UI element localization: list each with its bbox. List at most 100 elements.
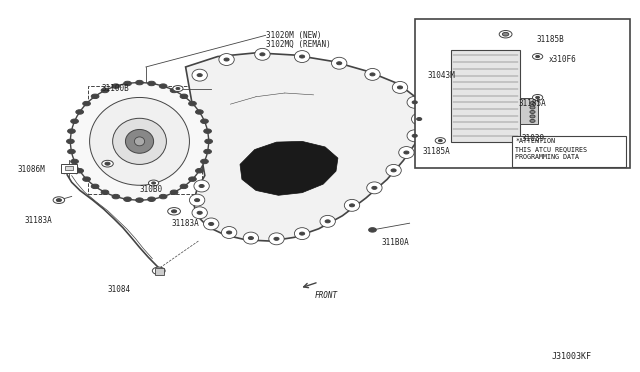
Circle shape (159, 194, 167, 199)
Bar (88, 86, 202, 194)
Circle shape (53, 197, 65, 203)
Circle shape (189, 101, 196, 106)
Text: 31043M: 31043M (428, 71, 455, 80)
Text: 31084: 31084 (108, 285, 131, 294)
Circle shape (530, 115, 535, 118)
Circle shape (83, 177, 90, 182)
Bar (415, 19, 630, 168)
Ellipse shape (204, 218, 219, 230)
Circle shape (204, 129, 211, 134)
Ellipse shape (344, 199, 360, 211)
Circle shape (372, 186, 377, 189)
Circle shape (248, 237, 253, 240)
Bar (451, 50, 520, 142)
Circle shape (532, 54, 543, 60)
Text: x310F6: x310F6 (549, 55, 577, 64)
Circle shape (124, 197, 131, 202)
Circle shape (148, 81, 156, 86)
Text: 31183A: 31183A (172, 219, 199, 228)
Ellipse shape (113, 118, 166, 164)
Ellipse shape (192, 69, 207, 81)
Bar (61, 164, 77, 173)
Circle shape (148, 180, 159, 186)
Circle shape (404, 151, 409, 154)
Text: 31185A: 31185A (422, 147, 450, 156)
Circle shape (197, 74, 202, 77)
Circle shape (532, 94, 543, 100)
Circle shape (370, 73, 375, 76)
Circle shape (200, 159, 208, 164)
Circle shape (337, 62, 342, 65)
Circle shape (170, 88, 178, 93)
Circle shape (102, 160, 113, 167)
Ellipse shape (399, 147, 414, 158)
Ellipse shape (219, 54, 234, 65)
Circle shape (173, 86, 183, 92)
Circle shape (56, 199, 61, 202)
Ellipse shape (294, 51, 310, 62)
Circle shape (136, 80, 143, 85)
Circle shape (300, 232, 305, 235)
Circle shape (412, 134, 417, 137)
Circle shape (168, 208, 180, 215)
Circle shape (71, 119, 79, 124)
Text: 31183A: 31183A (24, 216, 52, 225)
Circle shape (189, 177, 196, 182)
Ellipse shape (365, 68, 380, 80)
Circle shape (502, 32, 509, 36)
Text: 31185B: 31185B (536, 35, 564, 44)
Ellipse shape (386, 164, 401, 176)
Text: J31003KF: J31003KF (552, 352, 591, 361)
Circle shape (435, 138, 445, 144)
Ellipse shape (192, 207, 207, 219)
Circle shape (112, 194, 120, 199)
Circle shape (170, 190, 178, 195)
Ellipse shape (255, 48, 270, 60)
Polygon shape (240, 141, 338, 195)
Circle shape (530, 119, 535, 122)
Circle shape (536, 55, 540, 58)
Ellipse shape (269, 233, 284, 245)
Circle shape (180, 184, 188, 189)
Bar (520, 98, 538, 124)
Circle shape (68, 149, 76, 154)
Text: *ATTENTION
THIS ATCU REQUIRES
PROGRAMMING DATA: *ATTENTION THIS ATCU REQUIRES PROGRAMMIN… (515, 138, 588, 160)
Circle shape (105, 162, 110, 165)
Circle shape (199, 185, 204, 187)
Polygon shape (186, 53, 422, 241)
Circle shape (530, 102, 535, 105)
Ellipse shape (134, 137, 145, 146)
Text: FRONT: FRONT (315, 291, 338, 300)
Circle shape (530, 106, 535, 109)
Ellipse shape (221, 227, 237, 238)
Circle shape (180, 94, 188, 99)
Circle shape (83, 101, 90, 106)
Text: 311B0A: 311B0A (381, 238, 409, 247)
Circle shape (260, 53, 265, 56)
Circle shape (224, 58, 229, 61)
Circle shape (274, 237, 279, 240)
Circle shape (76, 169, 83, 173)
Ellipse shape (412, 113, 427, 125)
Circle shape (417, 118, 422, 121)
Ellipse shape (189, 194, 205, 206)
Ellipse shape (194, 180, 209, 192)
Circle shape (71, 159, 79, 164)
Circle shape (205, 139, 212, 144)
Circle shape (148, 197, 156, 202)
Text: 31086M: 31086M (18, 165, 45, 174)
Circle shape (124, 81, 131, 86)
Circle shape (438, 140, 442, 142)
Circle shape (68, 129, 76, 134)
Circle shape (397, 86, 403, 89)
Circle shape (391, 169, 396, 172)
Bar (65, 166, 73, 170)
Circle shape (101, 88, 109, 93)
Circle shape (92, 94, 99, 99)
Circle shape (196, 110, 204, 114)
Ellipse shape (332, 57, 347, 69)
Circle shape (349, 204, 355, 207)
Text: 31100B: 31100B (101, 84, 129, 93)
Circle shape (499, 31, 512, 38)
Ellipse shape (70, 83, 209, 200)
